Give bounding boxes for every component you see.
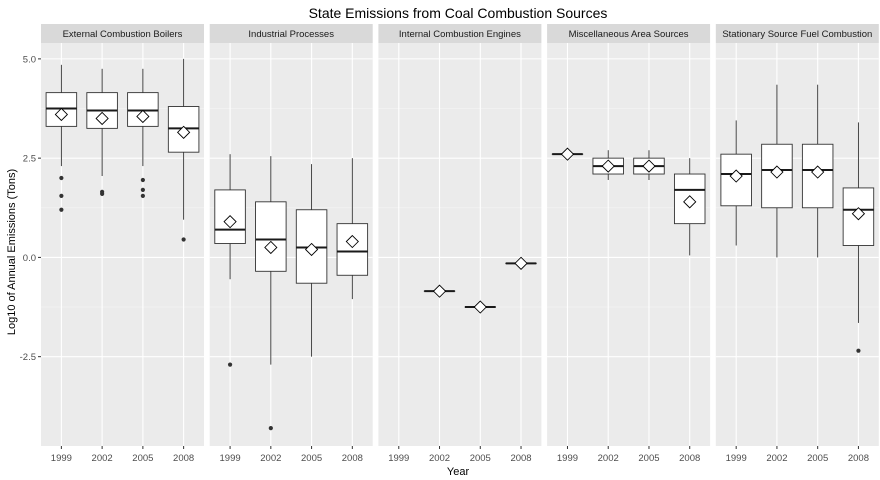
facet-panel: Stationary Source Fuel Combustion 1999 200…	[715, 24, 879, 464]
outlier-point	[140, 187, 145, 193]
mean-marker	[345, 234, 359, 249]
box-1999	[45, 64, 78, 212]
facet-strip-label: Internal Combustion Engines	[399, 29, 521, 40]
mean-marker	[304, 242, 319, 257]
x-axis-title: Year	[447, 466, 470, 478]
mean-marker	[811, 165, 825, 179]
mean-marker	[473, 300, 487, 314]
facet-strip	[547, 24, 711, 43]
mean-marker	[176, 125, 191, 139]
mean-marker	[560, 147, 575, 161]
box-2002	[592, 150, 624, 180]
facet-strip-label: Stationary Source Fuel Combustion	[722, 29, 872, 40]
outlier-point	[59, 207, 64, 212]
outlier-point	[268, 426, 273, 431]
box-1999	[214, 154, 246, 367]
box-2005	[464, 300, 497, 314]
facet-panel: Industrial Processes 1999 2002 2005 2008	[209, 24, 373, 464]
mean-marker	[514, 256, 528, 270]
outlier-point	[181, 237, 186, 242]
mean-marker	[851, 207, 866, 221]
x-tick-label: 2008	[342, 453, 363, 464]
mean-marker	[770, 165, 784, 179]
outlier-point	[140, 177, 145, 183]
facet-strip-label: Miscellaneous Area Sources	[569, 29, 689, 40]
y-tick-label: 5.0	[23, 54, 36, 65]
facet-strip	[209, 24, 373, 43]
y-tick-label: 0.0	[23, 253, 36, 264]
x-tick-label: 2008	[510, 453, 531, 464]
box-2008	[673, 158, 706, 256]
chart-title: State Emissions from Coal Combustion Sou…	[309, 5, 608, 21]
x-tick-label: 1999	[220, 453, 241, 464]
x-tick-label: 2005	[132, 453, 153, 464]
x-tick-label: 2002	[429, 453, 450, 464]
outlier-point	[100, 191, 105, 196]
box-2002	[86, 68, 118, 196]
panel-background	[547, 43, 711, 446]
outlier-point	[59, 175, 64, 181]
box-2005	[633, 150, 665, 180]
mean-marker	[54, 107, 69, 122]
box-2008	[336, 158, 369, 300]
mean-marker	[683, 195, 697, 209]
facet-panel: Miscellaneous Area Sources 1999 2002 2005 20…	[547, 24, 711, 464]
x-tick-label: 2005	[301, 453, 322, 464]
mean-marker	[642, 159, 656, 173]
x-tick-label: 2002	[598, 453, 619, 464]
x-tick-label: 2005	[470, 453, 491, 464]
box-2005	[127, 68, 159, 198]
box-2005	[801, 84, 834, 258]
x-tick-label: 2008	[173, 453, 194, 464]
box-2005	[295, 164, 328, 357]
box-1999	[720, 120, 752, 246]
mean-marker	[432, 284, 447, 298]
outlier-point	[140, 193, 145, 198]
box-2002	[423, 284, 456, 298]
facet-strip	[41, 24, 204, 43]
x-tick-label: 2002	[766, 453, 787, 464]
x-tick-label: 2002	[92, 453, 113, 464]
mean-marker	[95, 111, 109, 126]
x-tick-label: 1999	[51, 453, 72, 464]
box-body	[255, 201, 287, 272]
mean-marker	[136, 109, 150, 124]
y-tick-label: 2.5	[23, 154, 36, 165]
box-2008	[167, 58, 200, 242]
mean-marker	[223, 215, 237, 229]
y-axis-title: Log10 of Annual Emissions (Tons)	[6, 169, 18, 335]
facet-panel: External Combustion Boilers 1999 2002 2005 2…	[41, 24, 204, 464]
mean-marker	[729, 169, 743, 183]
box-2008	[505, 256, 537, 270]
x-tick-label: 2008	[679, 453, 700, 464]
facet-panel: Internal Combustion Engines 1999 2002 2005 2…	[378, 24, 542, 464]
outlier-point	[227, 362, 233, 367]
facet-panels: External Combustion Boilers 1999 2002 2005 2…	[41, 24, 879, 464]
facet-strip	[715, 24, 879, 43]
x-tick-label: 1999	[557, 453, 578, 464]
box-2008	[842, 122, 875, 353]
x-tick-label: 2005	[638, 453, 659, 464]
x-tick-label: 1999	[388, 453, 409, 464]
y-tick-label: -2.5	[20, 352, 36, 363]
box-2002	[255, 156, 287, 431]
box-2002	[761, 84, 793, 258]
panel-background	[378, 43, 542, 446]
x-tick-label: 2005	[807, 453, 828, 464]
mean-marker	[264, 240, 278, 255]
box-1999	[551, 147, 584, 161]
facet-strip-label: Industrial Processes	[248, 29, 334, 40]
y-axis: -2.5 0.0 2.5 5.0	[20, 54, 41, 363]
x-tick-label: 2002	[260, 453, 281, 464]
mean-marker	[601, 159, 615, 173]
facet-strip-label: External Combustion Boilers	[63, 29, 183, 40]
outlier-point	[59, 193, 64, 198]
facet-strip	[378, 24, 542, 43]
x-tick-label: 2008	[848, 453, 869, 464]
outlier-point	[856, 348, 861, 353]
x-tick-label: 1999	[726, 453, 747, 464]
box-body	[336, 223, 369, 276]
